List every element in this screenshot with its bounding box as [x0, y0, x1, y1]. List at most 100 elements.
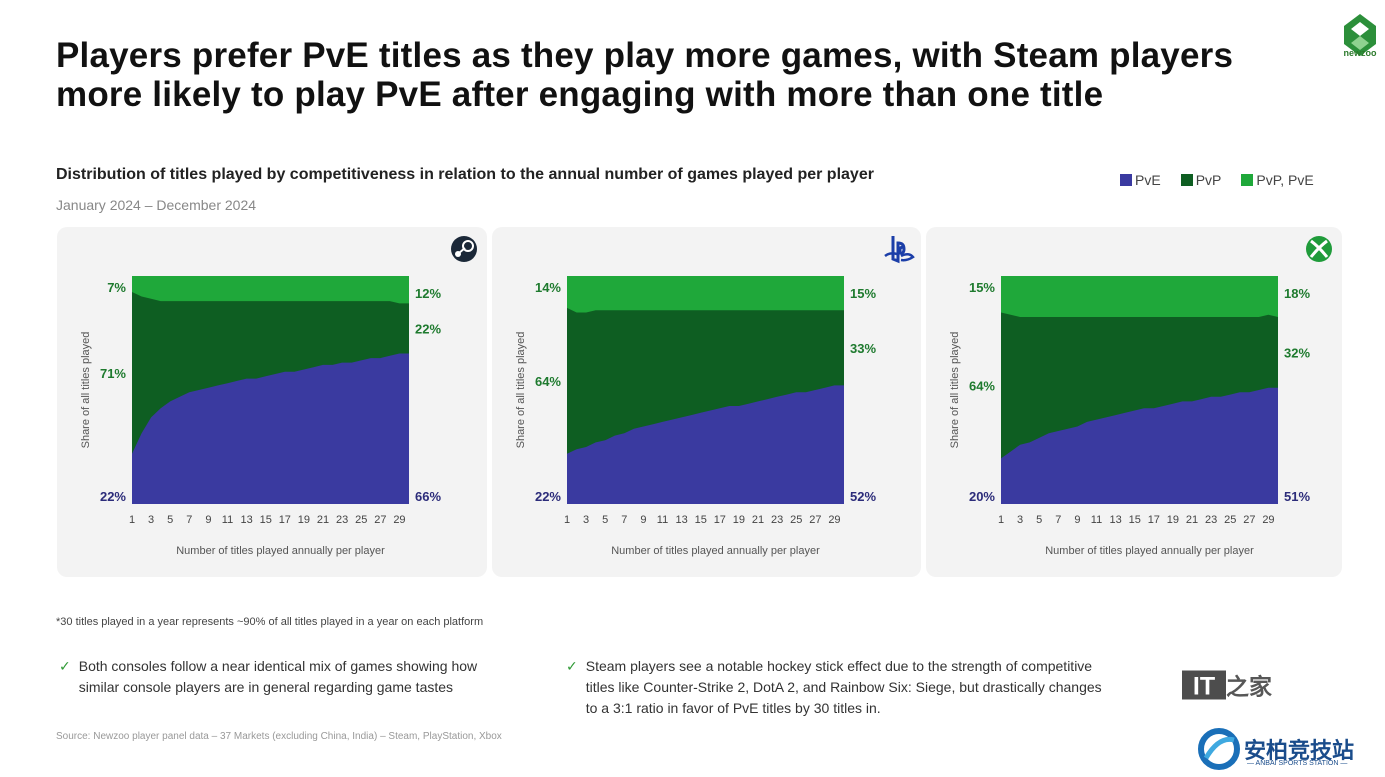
- x-tick-label: 9: [1074, 514, 1080, 526]
- legend-item-pvp: PvP: [1180, 172, 1222, 188]
- steam-icon-arm: [458, 247, 466, 254]
- watermark-chars: 之家: [1226, 674, 1272, 701]
- data-label-pve-end: 52%: [850, 489, 876, 504]
- x-tick-label: 5: [167, 514, 173, 526]
- x-tick-label: 27: [1243, 514, 1255, 526]
- area-pve: [132, 353, 409, 504]
- x-tick-label: 13: [675, 514, 687, 526]
- x-tick-label: 29: [393, 514, 405, 526]
- x-tick-label: 17: [279, 514, 291, 526]
- x-tick-label: 3: [148, 514, 154, 526]
- area-pve: [1001, 387, 1278, 504]
- x-tick-label: 27: [809, 514, 821, 526]
- x-tick-label: 1: [998, 514, 1004, 526]
- page-title: Players prefer PvE titles as they play m…: [56, 36, 1306, 114]
- legend-label-pvp: PvP: [1195, 172, 1222, 188]
- chart-panel-steam: Share of all titles played 1 3 5 7 9 11 13 15 17 1…: [57, 227, 487, 577]
- data-label-pvp-pve-end: 12%: [415, 286, 441, 301]
- y-axis-label: Share of all titles played: [515, 332, 527, 449]
- footnote: *30 titles played in a year represents ~…: [56, 616, 484, 628]
- x-tick-label: 19: [733, 514, 745, 526]
- legend-swatch-pve: [1120, 174, 1132, 186]
- x-tick-label: 3: [583, 514, 589, 526]
- bullet-text-steam: Steam players see a notable hockey stick…: [585, 658, 1102, 716]
- chart-panel-playstation: Share of all titles played 1 3 5 7 9 11 13 15 17 1…: [492, 227, 921, 577]
- x-tick-label: 15: [695, 514, 707, 526]
- area-pve: [567, 385, 844, 504]
- data-label-pve-start: 22%: [535, 489, 561, 504]
- x-tick-label: 1: [129, 514, 135, 526]
- chart-subtitle: Distribution of titles played by competi…: [56, 166, 874, 183]
- x-tick-label: 17: [714, 514, 726, 526]
- x-tick-label: 5: [1036, 514, 1042, 526]
- data-label-pvp-pve-start: 7%: [107, 280, 126, 295]
- x-tick-label: 21: [752, 514, 764, 526]
- x-axis-label: Number of titles played annually per pla…: [176, 545, 385, 557]
- data-label-pvp-start: 71%: [100, 366, 126, 381]
- date-range: January 2024 – December 2024: [56, 197, 257, 213]
- x-tick-label: 11: [222, 514, 233, 526]
- xbox-icon: [1306, 236, 1332, 262]
- data-label-pve-start: 20%: [969, 489, 995, 504]
- data-label-pvp-pve-start: 14%: [535, 280, 561, 295]
- newzoo-logo-icon: [1344, 14, 1376, 56]
- playstation-icon-p: [891, 236, 906, 264]
- data-label-pve-end: 51%: [1284, 489, 1310, 504]
- x-tick-label: 29: [828, 514, 840, 526]
- source-note: Source: Newzoo player panel data – 37 Ma…: [56, 731, 502, 742]
- y-axis-label: Share of all titles played: [80, 332, 92, 449]
- data-label-pvp-start: 64%: [535, 374, 561, 389]
- data-label-pve-start: 22%: [100, 489, 126, 504]
- anbai-logo-icon: [1198, 728, 1240, 770]
- x-tick-label: 19: [298, 514, 310, 526]
- logo-text: newzoo: [1343, 48, 1377, 58]
- x-tick-label: 25: [1224, 514, 1236, 526]
- x-tick-label: 1: [564, 514, 570, 526]
- data-label-pvp-end: 22%: [415, 321, 441, 336]
- x-tick-label: 7: [621, 514, 627, 526]
- legend-swatch-pvp: [1180, 174, 1193, 186]
- watermark-sub: — ANBAI SPORTS STATION —: [1247, 760, 1348, 767]
- check-icon: ✓: [59, 658, 71, 674]
- title-line-1: Players prefer PvE titles as they play m…: [56, 36, 1234, 75]
- playstation-icon-s: [884, 252, 915, 262]
- playstation-icon: [884, 236, 915, 264]
- title-line-2: more likely to play PvE after engaging w…: [56, 75, 1104, 114]
- watermark-it-logo: IT 之家: [1182, 670, 1272, 701]
- data-label-pvp-end: 33%: [850, 341, 876, 356]
- x-tick-label: 7: [1055, 514, 1061, 526]
- x-tick-label: 13: [1109, 514, 1121, 526]
- x-tick-label: 17: [1148, 514, 1160, 526]
- legend: PvE PvP PvP, PvE: [1120, 172, 1314, 188]
- bullet-text-consoles: Both consoles follow a near identical mi…: [78, 658, 478, 695]
- x-tick-label: 7: [186, 514, 192, 526]
- bullet-consoles: ✓ Both consoles follow a near identical …: [59, 656, 477, 698]
- x-tick-label: 23: [1205, 514, 1217, 526]
- x-tick-label: 29: [1262, 514, 1274, 526]
- x-tick-label: 21: [1186, 514, 1198, 526]
- x-tick-label: 11: [1091, 514, 1102, 526]
- data-label-pvp-end: 32%: [1284, 345, 1310, 360]
- x-tick-label: 13: [240, 514, 252, 526]
- legend-label-pvp-pve: PvP, PvE: [1256, 172, 1314, 188]
- check-icon: ✓: [566, 658, 578, 674]
- legend-item-pve: PvE: [1120, 172, 1161, 188]
- x-tick-label: 23: [771, 514, 783, 526]
- x-tick-label: 19: [1167, 514, 1179, 526]
- x-tick-label: 27: [374, 514, 386, 526]
- data-label-pvp-pve-end: 18%: [1284, 286, 1310, 301]
- legend-item-pvp-pve: PvP, PvE: [1241, 172, 1314, 188]
- legend-swatch-pvp-pve: [1241, 174, 1254, 186]
- data-label-pvp-pve-end: 15%: [850, 286, 876, 301]
- x-tick-label: 11: [657, 514, 668, 526]
- x-tick-label: 9: [205, 514, 211, 526]
- data-label-pve-end: 66%: [415, 489, 441, 504]
- steam-icon-ring: [462, 240, 474, 252]
- legend-label-pve: PvE: [1135, 172, 1161, 188]
- data-label-pvp-start: 64%: [969, 378, 995, 393]
- y-axis-label: Share of all titles played: [949, 332, 961, 449]
- watermark-brand: 安柏竞技站: [1244, 738, 1355, 763]
- bullet-steam: ✓ Steam players see a notable hockey sti…: [566, 656, 1102, 719]
